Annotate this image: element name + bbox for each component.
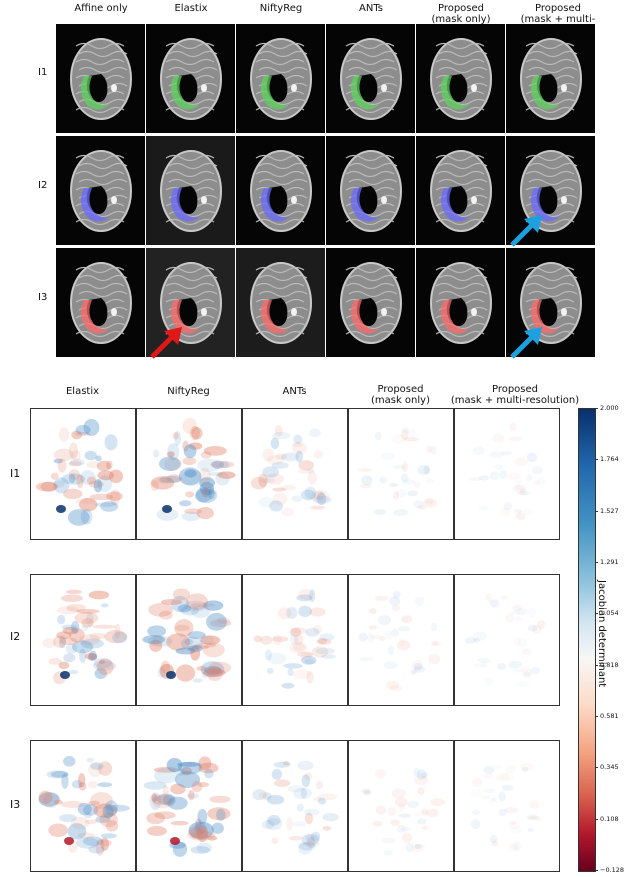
colorbar-tick-mark [595,716,598,717]
jacobian-map [454,740,560,872]
colorbar-tick-label: 1.527 [600,506,619,515]
panel-b-row-label: I2 [10,630,21,643]
jacobian-map [242,740,348,872]
mri-slice-image [506,24,595,133]
colorbar-label: Jacobian determinant [596,580,607,688]
panel-b-col-header: Elastix [65,386,100,397]
colorbar-tick-label: 2.000 [600,404,619,412]
panel-b-col-header: ANTs [282,386,307,397]
panel-b-col-header: Proposed (mask + multi-resolution) [450,384,580,406]
panel-b-row-label: I1 [10,467,21,480]
jacobian-colorbar [578,408,596,872]
jacobian-map [30,740,136,872]
colorbar-tick-mark [595,870,598,871]
mri-slice-image [56,24,145,133]
jacobian-map [136,408,242,540]
colorbar-tick-mark [595,562,598,563]
mri-slice-image [236,248,325,357]
panel-a-col-header: Proposed (mask only) [431,3,491,25]
panel-a-image-grid [56,24,597,359]
panel-a-col-header: Elastix [174,3,208,14]
colorbar-tick-label: 1.764 [600,455,619,464]
colorbar-tick-label: 1.291 [600,558,619,566]
colorbar-tick-mark [595,818,598,820]
colorbar-tick-mark [595,664,598,666]
jacobian-map [30,574,136,706]
panel-b-row-label: I3 [10,798,21,811]
jacobian-map [454,574,560,706]
mri-slice-image [326,136,415,245]
mri-slice-image [146,136,235,245]
mri-slice-image [56,248,145,357]
jacobian-map [30,408,136,540]
colorbar-tick-label: 1.054 [600,609,619,618]
mri-slice-image [146,248,235,357]
colorbar-tick-label: 0.345 [600,763,619,772]
colorbar-tick-label: 0.818 [600,660,619,669]
colorbar-tick-label: 0.581 [600,712,619,720]
colorbar-tick-mark [595,459,598,461]
colorbar-tick-label: 0.108 [600,814,619,823]
panel-a-row-label: I2 [38,180,48,191]
colorbar-tick-mark [595,510,598,512]
colorbar-tick-mark [595,767,598,769]
annotation-arrow [510,327,542,359]
mri-slice-image [326,24,415,133]
mri-slice-image [326,248,415,357]
mri-slice-image [416,24,505,133]
colorbar-tick-mark [595,613,598,615]
annotation-arrow [150,327,182,359]
colorbar-tick-mark [595,408,598,409]
panel-a-row-label: I1 [38,67,48,78]
panel-a-col-header: ANTs [359,3,383,14]
jacobian-map [136,740,242,872]
jacobian-map [242,408,348,540]
panel-a-col-header: Affine only [74,3,128,14]
annotation-arrow [510,215,542,247]
mri-slice-image [416,136,505,245]
mri-slice-image [236,24,325,133]
panel-b-col-header: Proposed (mask only) [370,384,430,406]
jacobian-map [136,574,242,706]
jacobian-map [242,574,348,706]
jacobian-map [454,408,560,540]
mri-slice-image [146,24,235,133]
mri-slice-image [416,248,505,357]
mri-slice-image [56,136,145,245]
colorbar-tick-label: −0.128 [600,866,625,874]
mri-slice-image [236,136,325,245]
jacobian-map [348,740,454,872]
panel-a-row-label: I3 [38,292,48,303]
jacobian-map [348,408,454,540]
mri-slice-image [506,248,595,357]
mri-slice-image [506,136,595,245]
panel-b-col-header: NiftyReg [167,386,210,397]
jacobian-map [348,574,454,706]
panel-a-col-header: NiftyReg [259,3,303,14]
